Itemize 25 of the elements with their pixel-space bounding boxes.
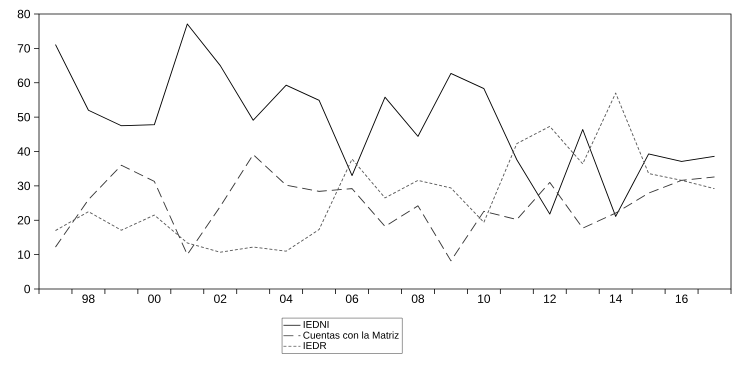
line-series <box>55 92 715 253</box>
x-tick-label: 02 <box>214 294 226 303</box>
legend-label: Cuentas con la Matriz <box>303 331 399 339</box>
x-tick-label: 98 <box>82 294 95 303</box>
y-tick-label: 30 <box>18 182 30 190</box>
y-tick-label: 40 <box>17 147 30 156</box>
x-tick-label: 00 <box>148 294 161 303</box>
y-tick-label: 20 <box>18 216 30 224</box>
x-tick-label: 06 <box>346 294 358 303</box>
line-series <box>55 154 715 262</box>
x-tick-label: 12 <box>544 294 556 303</box>
x-tick-label: 14 <box>610 294 622 303</box>
legend-label: IEDR <box>304 342 326 349</box>
y-tick-label: 50 <box>18 112 30 122</box>
y-tick-label: 70 <box>18 44 30 53</box>
x-tick-label: 04 <box>280 294 292 303</box>
line-series <box>55 24 715 217</box>
x-tick-label: 10 <box>478 294 490 303</box>
legend-label: IEDNI <box>304 321 328 328</box>
y-tick-label: 60 <box>18 78 30 87</box>
y-tick-label: 0 <box>24 284 30 294</box>
x-tick-label: 16 <box>676 294 688 303</box>
y-tick-label: 10 <box>18 250 30 259</box>
x-tick-label: 08 <box>412 294 424 303</box>
y-tick-label: 80 <box>18 10 30 18</box>
